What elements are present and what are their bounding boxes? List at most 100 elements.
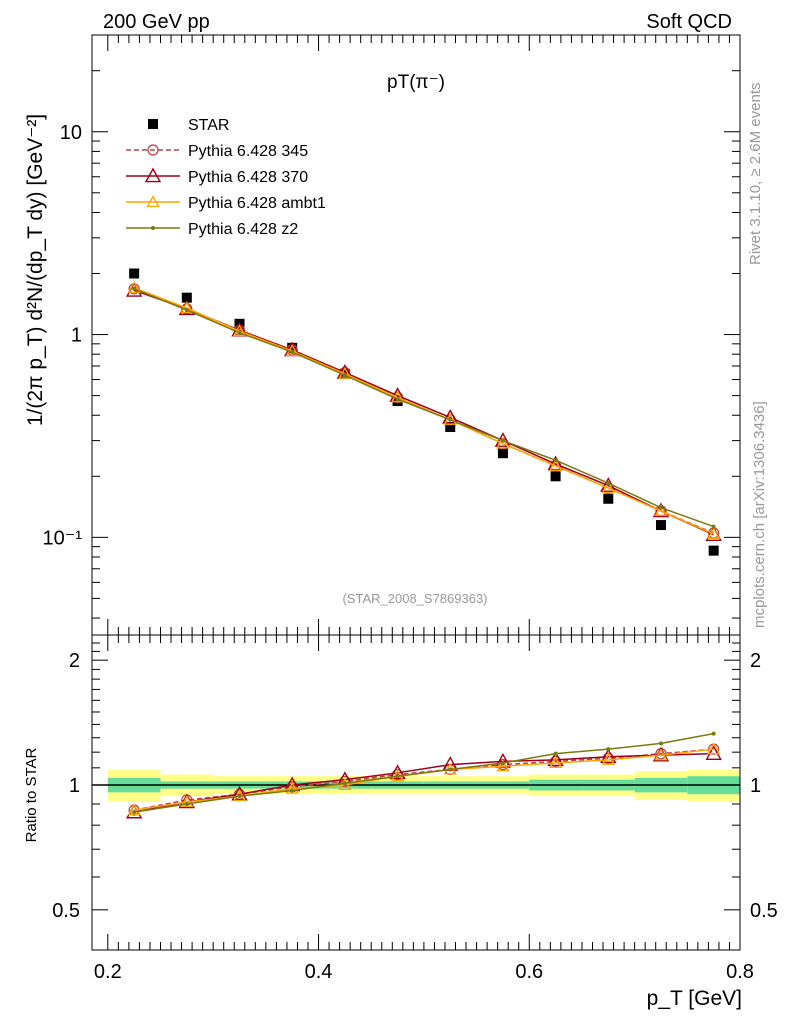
ratio-point xyxy=(496,759,510,772)
legend-label: Pythia 6.428 z2 xyxy=(188,221,298,238)
ratio-uncertainty-band xyxy=(92,769,740,802)
data-point xyxy=(290,350,295,355)
legend-marker xyxy=(147,144,159,156)
legend-label: STAR xyxy=(188,117,229,134)
ratio-point xyxy=(132,810,137,815)
legend-marker xyxy=(144,167,162,183)
data-point xyxy=(654,504,668,516)
data-point xyxy=(445,422,456,433)
series-pythia-6-428-ambt1 xyxy=(127,280,721,539)
data-point xyxy=(395,397,400,402)
legend-label: Pythia 6.428 345 xyxy=(188,143,308,160)
data-point xyxy=(707,527,721,539)
data-point xyxy=(132,286,137,291)
data-point xyxy=(497,448,508,459)
ratio-point xyxy=(389,764,406,780)
plot-title: pT(π⁻) xyxy=(387,72,445,93)
y-tick-label: 1 xyxy=(71,325,82,347)
data-point xyxy=(549,459,563,471)
x-tick-label: 0.6 xyxy=(515,961,543,983)
x-tick-label: 0.4 xyxy=(305,961,333,983)
ratio-point xyxy=(237,794,242,799)
ratio-line xyxy=(134,732,714,813)
legend-label: Pythia 6.428 ambt1 xyxy=(188,195,326,212)
data-point xyxy=(711,524,716,529)
ratio-y-ticks: 0.5 0.5 1 1 2 2 xyxy=(52,642,778,951)
main-x-ticks xyxy=(107,35,741,635)
series-star xyxy=(129,268,719,556)
data-point xyxy=(496,436,510,449)
main-y-ticks: 10⁻¹ 1 10 xyxy=(43,34,740,619)
ratio-line xyxy=(134,752,714,813)
data-point xyxy=(606,481,611,486)
legend-entry: Pythia 6.428 ambt1 xyxy=(126,195,326,212)
ratio-point xyxy=(547,751,564,767)
ratio-point xyxy=(290,788,295,793)
series-line xyxy=(133,289,714,536)
data-point xyxy=(547,455,564,471)
series-line xyxy=(133,288,714,528)
main-series xyxy=(125,268,722,556)
data-point xyxy=(184,308,189,313)
data-point xyxy=(652,502,670,518)
ratio-point xyxy=(553,751,558,756)
legend-label: Pythia 6.428 370 xyxy=(188,169,308,186)
data-point xyxy=(181,292,192,303)
ratio-point xyxy=(707,742,721,755)
y-tick-label-right: 1 xyxy=(750,775,761,797)
y-tick-label: 10⁻¹ xyxy=(43,527,83,549)
x-tick-label: 0.8 xyxy=(726,961,754,983)
data-point xyxy=(550,471,561,482)
ratio-point xyxy=(711,731,716,736)
main-panel: 10⁻¹ 1 10 pT(π⁻) (STAR_2008_S7869363) STAR… xyxy=(43,34,741,636)
data-point xyxy=(658,505,663,510)
series-line xyxy=(133,287,714,535)
data-point xyxy=(180,301,194,314)
ratio-point xyxy=(231,785,248,801)
ratio-pythia-6-428-z2 xyxy=(132,731,716,815)
data-point xyxy=(287,342,298,353)
ratio-point xyxy=(500,760,505,765)
legend-entry: Pythia 6.428 345 xyxy=(126,143,308,160)
data-point xyxy=(129,268,140,279)
legend-marker xyxy=(151,226,155,230)
ratio-point xyxy=(448,767,453,772)
collision-label: 200 GeV pp xyxy=(103,11,210,33)
data-point xyxy=(603,493,614,504)
y-tick-label: 1 xyxy=(69,775,80,797)
legend-marker xyxy=(148,119,158,129)
legend-entry: Pythia 6.428 370 xyxy=(126,167,308,186)
rivet-version-label: Rivet 3.1.10, ≥ 2.6M events xyxy=(747,83,764,266)
ratio-point xyxy=(606,747,611,752)
mcplots-reference-label: mcplots.cern.ch [arXiv:1306.3436] xyxy=(751,401,768,628)
y-tick-label-right: 0.5 xyxy=(750,900,778,922)
data-point xyxy=(708,545,719,556)
y-tick-label: 10 xyxy=(60,122,82,144)
data-point xyxy=(232,324,247,337)
ratio-frame xyxy=(91,634,741,951)
ratio-point xyxy=(342,781,347,786)
y-tick-label: 0.5 xyxy=(52,900,80,922)
ratio-point xyxy=(180,795,194,808)
main-y-axis-label-text: 1/(2π p_T) d²N/(dp_T dy) [GeV⁻²] xyxy=(24,114,47,426)
data-point xyxy=(237,330,242,335)
ratio-point xyxy=(658,741,663,746)
data-point xyxy=(500,438,505,443)
category-label: Soft QCD xyxy=(646,11,732,33)
legend-marker xyxy=(146,195,160,208)
data-point xyxy=(655,520,666,531)
ratio-y-axis-label: Ratio to STAR xyxy=(23,747,40,842)
data-point xyxy=(442,409,459,424)
ratio-point xyxy=(395,774,400,779)
ratio-point xyxy=(127,803,141,816)
ratio-panel: 0.5 0.5 1 1 2 2 0.2 0.4 0.6 0.8 xyxy=(52,634,778,983)
data-point xyxy=(342,373,347,378)
ratio-point xyxy=(338,778,352,791)
x-axis-label: p_T [GeV] xyxy=(647,987,742,1010)
ratio-point xyxy=(600,748,617,764)
analysis-label: (STAR_2008_S7869363) xyxy=(342,591,487,606)
ratio-point xyxy=(654,748,668,761)
data-point xyxy=(390,390,405,403)
legend-entry: Pythia 6.428 z2 xyxy=(126,221,298,238)
